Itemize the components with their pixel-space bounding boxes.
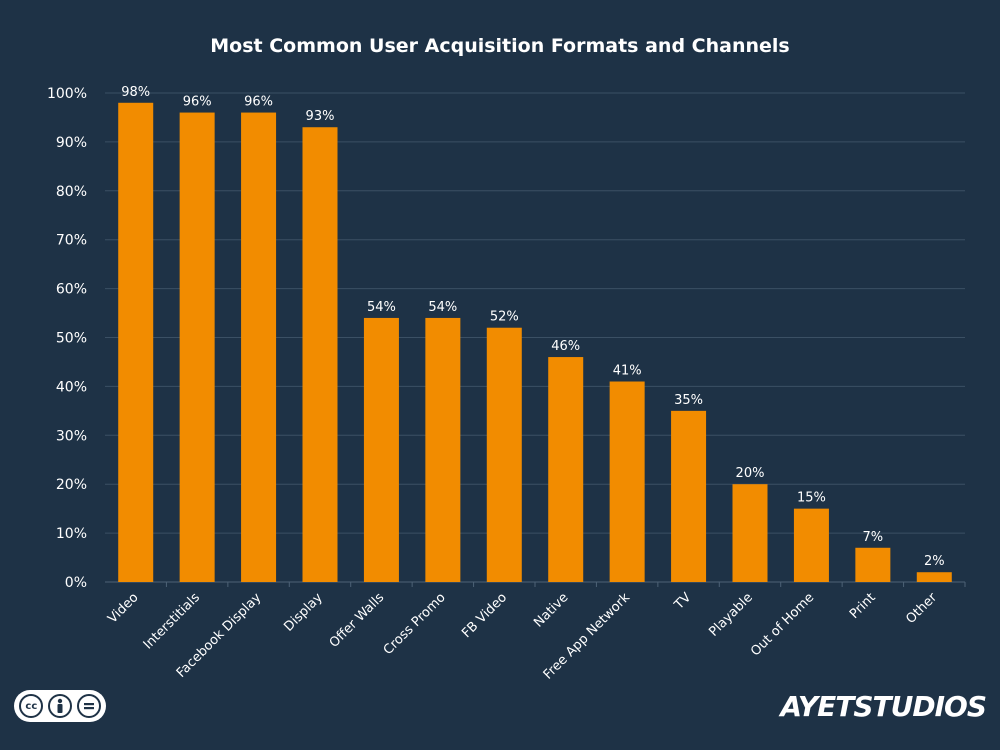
no-derivatives-icon <box>76 694 101 718</box>
data-label: 93% <box>306 109 335 124</box>
y-tick-label: 0% <box>65 575 87 591</box>
x-tick-label: Print <box>847 590 879 622</box>
bar <box>732 484 768 582</box>
data-label: 52% <box>490 310 519 325</box>
attribution-icon <box>47 694 72 718</box>
y-tick-label: 50% <box>56 331 87 347</box>
bar <box>671 410 707 582</box>
y-tick-label: 30% <box>56 428 87 444</box>
bar <box>302 127 338 582</box>
bar <box>609 381 645 582</box>
y-tick-label: 90% <box>56 135 87 151</box>
x-tick-label: Cross Promo <box>381 590 449 658</box>
y-tick-label: 80% <box>56 184 87 200</box>
bar <box>179 112 215 582</box>
data-label: 46% <box>551 339 580 354</box>
bar <box>793 508 829 582</box>
bar <box>118 102 154 582</box>
creative-commons-license-icon: cc <box>14 690 106 722</box>
x-tick-label: Video <box>105 590 141 626</box>
chart-title: Most Common User Acquisition Formats and… <box>210 35 789 57</box>
x-tick-label: FB Video <box>459 590 510 641</box>
bar <box>855 547 891 582</box>
y-tick-label: 40% <box>56 379 87 395</box>
x-tick-label: Display <box>281 590 326 635</box>
bar <box>486 327 522 582</box>
y-tick-label: 70% <box>56 233 87 249</box>
data-label: 96% <box>244 95 273 110</box>
y-tick-label: 20% <box>56 477 87 493</box>
bar <box>363 317 399 582</box>
bar <box>916 572 952 582</box>
data-label: 7% <box>863 530 884 545</box>
x-tick-label: Playable <box>706 590 755 639</box>
data-label: 20% <box>736 466 765 481</box>
y-tick-label: 100% <box>47 86 87 102</box>
bar <box>425 317 461 582</box>
brand-logo: AYETSTUDIOS <box>780 690 987 723</box>
x-tick-label: Native <box>531 590 571 630</box>
bar <box>548 357 584 582</box>
data-label: 41% <box>613 364 642 379</box>
data-label: 15% <box>797 491 826 506</box>
bar <box>241 112 277 582</box>
data-label: 35% <box>674 393 703 408</box>
x-tick-label: Out of Home <box>748 590 817 659</box>
x-tick-label: Interstitials <box>141 590 203 652</box>
y-tick-label: 10% <box>56 526 87 542</box>
y-tick-label: 60% <box>56 282 87 298</box>
data-label: 2% <box>924 554 945 569</box>
data-label: 98% <box>121 85 150 100</box>
data-label: 54% <box>428 300 457 315</box>
cc-icon: cc <box>19 694 44 718</box>
bar-chart: Most Common User Acquisition Formats and… <box>47 35 966 680</box>
x-tick-label: Offer Walls <box>327 590 388 651</box>
data-label: 96% <box>183 95 212 110</box>
x-tick-label: Other <box>903 590 940 627</box>
data-label: 54% <box>367 300 396 315</box>
x-tick-label: TV <box>671 590 694 613</box>
